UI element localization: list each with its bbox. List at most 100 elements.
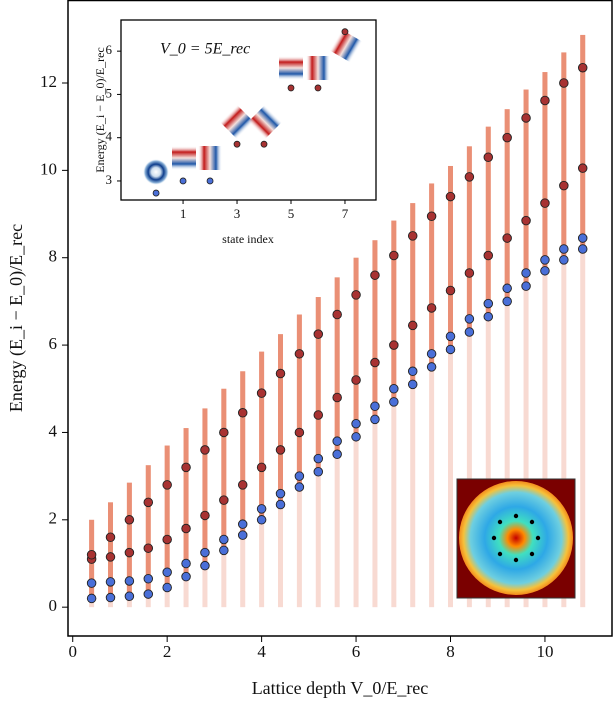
point [464, 327, 475, 337]
point [105, 577, 116, 587]
band-faint [410, 203, 416, 608]
point [219, 534, 229, 545]
point [502, 296, 512, 307]
y-tick-label: 12 [40, 72, 57, 91]
point [143, 574, 154, 584]
point [483, 311, 494, 322]
point [540, 255, 550, 265]
band [108, 502, 113, 598]
point [275, 368, 286, 379]
mode-image [172, 146, 196, 170]
band-faint [561, 52, 567, 608]
point [502, 233, 512, 243]
point [370, 414, 380, 425]
point [237, 519, 248, 529]
band [542, 72, 548, 271]
point [464, 314, 475, 324]
point [260, 140, 268, 148]
mode-images [143, 29, 363, 185]
band [259, 351, 265, 520]
point [445, 285, 456, 296]
x-tick-label: 8 [446, 642, 455, 661]
x-tick-label: 1 [180, 206, 187, 221]
mode-image [306, 56, 330, 80]
point [294, 471, 305, 481]
band [240, 371, 246, 536]
point [370, 357, 380, 368]
point [577, 244, 588, 254]
point [351, 375, 361, 385]
point [559, 255, 569, 265]
band [353, 257, 359, 437]
point [287, 84, 295, 92]
x-tick-label: 4 [257, 642, 266, 661]
point [540, 95, 550, 106]
point [426, 362, 437, 372]
point [179, 177, 187, 185]
point [200, 547, 210, 558]
y-tick-label: 6 [49, 334, 58, 353]
band [315, 297, 321, 472]
point [314, 84, 322, 92]
x-tick-label: 6 [352, 642, 361, 661]
point [219, 427, 229, 438]
x-tick-label: 7 [342, 206, 349, 221]
point [105, 592, 116, 603]
point [559, 78, 569, 88]
point [502, 132, 512, 143]
point [294, 482, 305, 492]
point [200, 445, 210, 455]
point [275, 445, 286, 455]
point [313, 410, 324, 420]
point [237, 408, 248, 418]
point [256, 515, 267, 525]
y-tick-label: 8 [49, 247, 58, 266]
point [445, 331, 456, 342]
point [237, 530, 248, 540]
point [389, 340, 399, 350]
y-tick-label: 4 [49, 421, 58, 440]
point [540, 198, 550, 208]
point [124, 547, 135, 558]
point [313, 453, 324, 464]
band [164, 445, 170, 588]
point [206, 177, 214, 185]
point [256, 388, 267, 398]
point [143, 543, 154, 553]
band-faint [523, 89, 529, 608]
band-faint [504, 109, 510, 608]
point [370, 270, 380, 280]
point [332, 309, 342, 320]
y-tick-label: 3 [106, 172, 113, 187]
point [445, 191, 456, 202]
point [162, 480, 172, 490]
band [372, 240, 378, 420]
band [523, 89, 529, 287]
point [341, 28, 349, 36]
y-tick-label: 6 [106, 42, 113, 57]
band-faint [391, 220, 397, 608]
y-axis-label: Energy (E_i − E_0)/E_rec [6, 224, 27, 412]
band [278, 334, 283, 505]
x-tick-label: 2 [163, 642, 172, 661]
band [580, 34, 586, 249]
mode-image [143, 159, 169, 185]
point [521, 281, 531, 291]
band [485, 126, 491, 317]
point [521, 268, 531, 278]
band [126, 482, 132, 597]
point [152, 189, 160, 197]
point [577, 62, 588, 73]
point [124, 576, 135, 586]
point [445, 344, 456, 355]
point [237, 480, 248, 490]
band [202, 408, 208, 566]
y-tick-label: 0 [49, 596, 58, 615]
point [219, 545, 229, 556]
main-plot: 0 2 4 6 8 10 0 2 4 6 8 10 12 [40, 34, 588, 661]
band-faint [429, 183, 435, 608]
heatmap-disk [459, 481, 573, 595]
mode-image [198, 146, 222, 170]
x-axis-label: Lattice depth V_0/E_rec [252, 678, 429, 698]
point [200, 510, 210, 521]
